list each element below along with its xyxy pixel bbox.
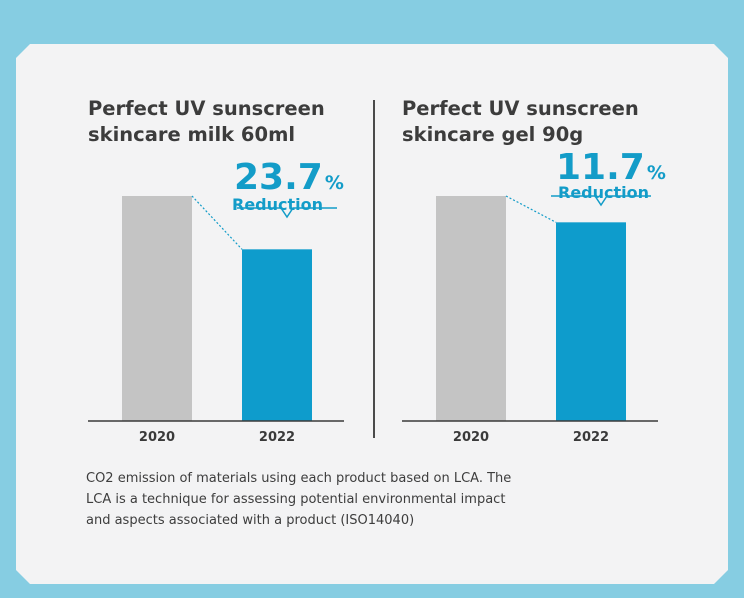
reduction-value: 23.7: [234, 157, 323, 198]
panel-divider: [373, 100, 375, 438]
caption: CO2 emission of materials using each pro…: [86, 468, 686, 531]
bar-chart-gel: 2020 2022: [402, 195, 658, 445]
chart-title: Perfect UV sunscreen skincare milk 60ml: [88, 96, 378, 148]
chart-panel-milk: Perfect UV sunscreen skincare milk 60ml …: [88, 96, 388, 456]
callout-bracket: [237, 207, 337, 219]
x-tick-label: 2022: [259, 430, 295, 445]
callout-bracket: [551, 195, 651, 207]
percent-sign: %: [646, 162, 666, 184]
chart-title-line-2: skincare milk 60ml: [88, 123, 296, 146]
bar-2022: [556, 222, 626, 421]
caption-line: CO2 emission of materials using each pro…: [86, 471, 512, 486]
bar-2020: [122, 196, 192, 421]
percent-sign: %: [324, 172, 344, 194]
bar-chart-milk: 2020 2022: [88, 195, 344, 445]
chart-title-line-1: Perfect UV sunscreen: [402, 97, 639, 120]
infographic-card: Perfect UV sunscreen skincare milk 60ml …: [16, 44, 728, 584]
card-background: [16, 44, 728, 584]
reduction-value: 11.7: [556, 147, 645, 188]
bar-2020: [436, 196, 506, 421]
reduction-connector: [505, 195, 557, 223]
reduction-label: Reduction: [558, 183, 650, 202]
chart-panel-gel: Perfect UV sunscreen skincare gel 90g 20…: [402, 96, 702, 456]
caption-line: and aspects associated with a product (I…: [86, 513, 415, 528]
chart-title-line-2: skincare gel 90g: [402, 123, 584, 146]
reduction-label: Reduction: [232, 195, 324, 214]
x-tick-label: 2020: [139, 430, 175, 445]
reduction-percent: 23.7%: [234, 160, 344, 196]
reduction-percent: 11.7%: [556, 150, 666, 186]
reduction-connector: [191, 195, 243, 250]
caption-line: LCA is a technique for assessing potenti…: [86, 492, 506, 507]
chart-title: Perfect UV sunscreen skincare gel 90g: [402, 96, 692, 148]
bar-2022: [242, 249, 312, 421]
x-tick-label: 2022: [573, 430, 609, 445]
chart-title-line-1: Perfect UV sunscreen: [88, 97, 325, 120]
x-tick-label: 2020: [453, 430, 489, 445]
